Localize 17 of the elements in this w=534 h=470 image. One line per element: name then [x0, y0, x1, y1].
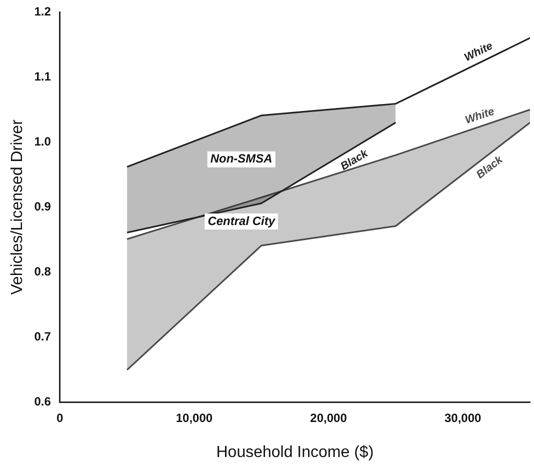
x-tick-label: 30,000 [444, 410, 482, 425]
y-axis-title: Vehicles/Licensed Driver [9, 118, 26, 295]
x-tick-label: 10,000 [176, 410, 213, 425]
annotation: Non-SMSA [210, 152, 272, 166]
y-tick-label: 1.0 [34, 134, 52, 148]
annotation: Central City [208, 214, 276, 228]
x-tick-label: 0 [56, 410, 64, 425]
x-axis-title: Household Income ($) [216, 444, 374, 461]
x-tick-label: 20,000 [310, 410, 348, 425]
y-tick-label: 0.6 [34, 394, 52, 409]
y-tick-label: 1.1 [34, 69, 52, 84]
text: White [462, 40, 495, 64]
y-tick-label: 1.2 [34, 4, 52, 18]
y-tick-label: 0.7 [34, 330, 52, 344]
y-tick-label: 0.9 [34, 200, 52, 214]
text: White [464, 106, 496, 127]
y-tick-label: 0.8 [34, 264, 52, 279]
